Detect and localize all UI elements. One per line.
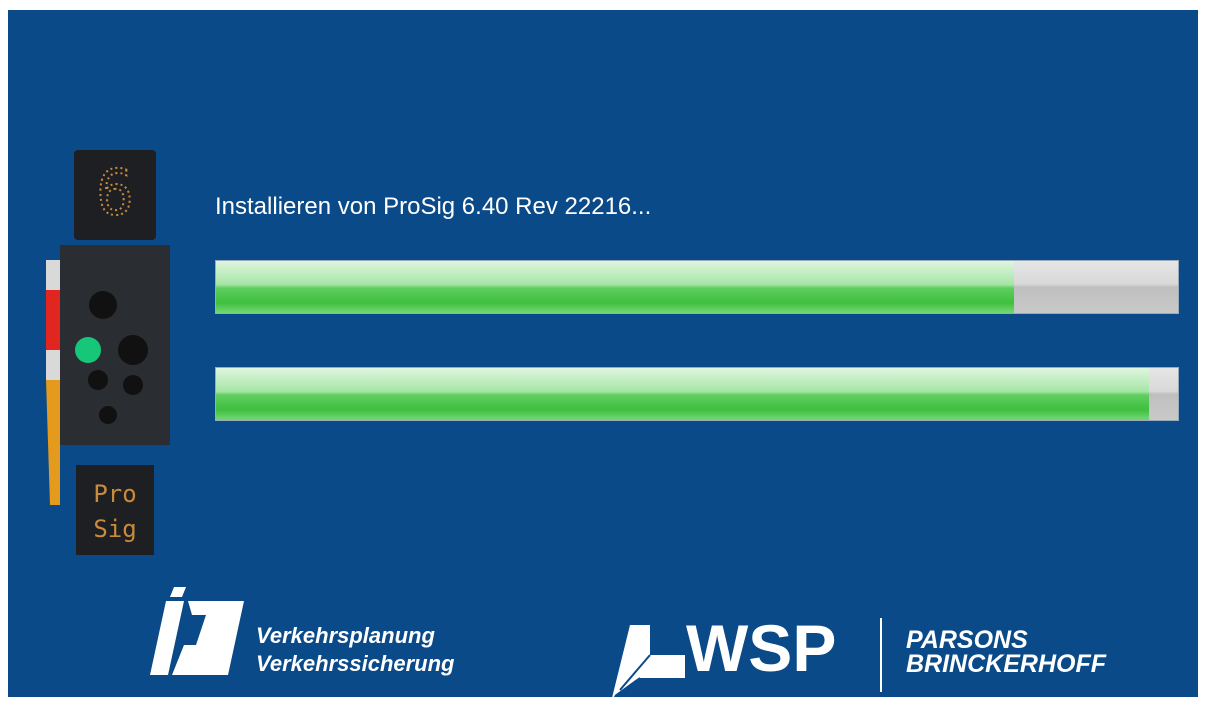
signal-text: Pro [93, 480, 136, 508]
page: 6 Pro Sig Installieren von ProSig 6.40 R… [0, 0, 1206, 725]
progress-fill [216, 368, 1149, 420]
status-text: Installieren von ProSig 6.40 Rev 22216..… [215, 193, 651, 221]
progress-fill [216, 261, 1014, 313]
signal-text: Sig [93, 515, 136, 543]
divider [880, 618, 882, 692]
progress-track [215, 367, 1179, 421]
splash-panel: 6 Pro Sig Installieren von ProSig 6.40 R… [8, 10, 1198, 697]
progress-track [215, 260, 1179, 314]
logo-line: Verkehrssicherung [256, 650, 455, 678]
wsp-logo-mark [610, 620, 690, 700]
vv-logo-mark [146, 585, 246, 685]
signal-image: 6 Pro Sig [38, 145, 178, 565]
signal-digit: 6 [96, 156, 133, 229]
logo-line: Verkehrsplanung [256, 622, 455, 650]
logo-line: BRINCKERHOFF [906, 652, 1106, 676]
logo-text: Verkehrsplanung Verkehrssicherung [256, 622, 455, 678]
logo-text: PARSONS BRINCKERHOFF [906, 628, 1106, 676]
logo-line: PARSONS [906, 628, 1106, 652]
wsp-text: WSP [686, 610, 836, 686]
